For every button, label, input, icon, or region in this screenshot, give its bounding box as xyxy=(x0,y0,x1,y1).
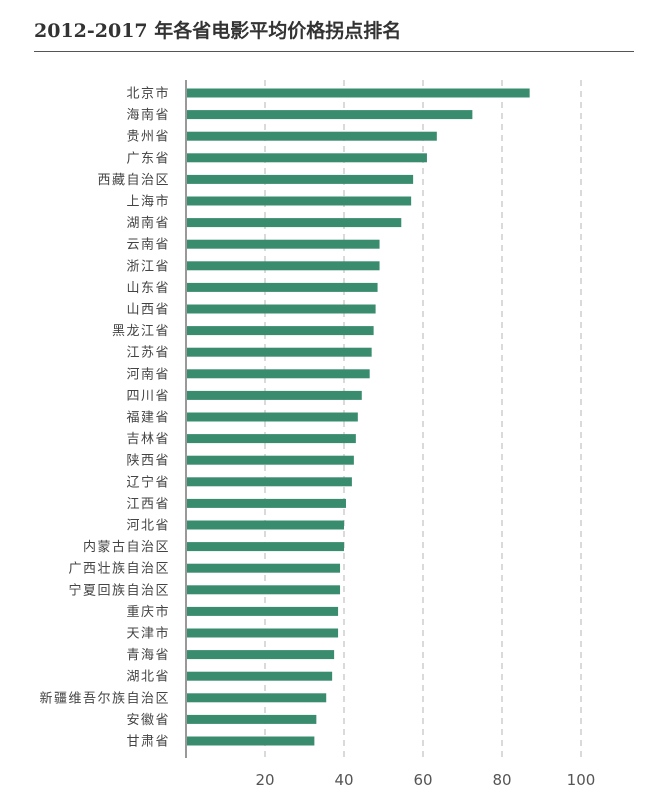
bar xyxy=(187,606,339,616)
category-label: 山东省 xyxy=(126,281,170,296)
bar xyxy=(187,110,473,120)
category-label: 北京市 xyxy=(126,86,170,102)
category-label: 河北省 xyxy=(126,519,170,534)
bar xyxy=(187,714,317,724)
category-label: 内蒙古自治区 xyxy=(83,539,170,555)
category-label: 海南省 xyxy=(126,107,170,123)
bar xyxy=(187,369,370,379)
x-tick-label: 20 xyxy=(255,771,274,789)
category-label: 天津市 xyxy=(126,626,170,642)
bar xyxy=(187,326,374,336)
bar xyxy=(187,304,376,314)
bar xyxy=(187,261,380,271)
x-tick-label: 40 xyxy=(334,771,353,789)
bar xyxy=(187,520,344,530)
chart-title: 2012-2017 年各省电影平均价格拐点排名 xyxy=(34,20,402,42)
category-label: 甘肃省 xyxy=(126,735,170,750)
category-label: 湖北省 xyxy=(126,670,170,685)
category-label: 吉林省 xyxy=(126,432,170,447)
bar xyxy=(187,239,380,249)
category-label: 浙江省 xyxy=(126,259,170,274)
category-label: 广东省 xyxy=(126,151,170,166)
bar xyxy=(187,563,341,573)
category-label: 重庆市 xyxy=(126,604,170,620)
category-label: 江苏省 xyxy=(126,345,170,361)
bar xyxy=(187,131,437,141)
bar xyxy=(187,412,358,422)
bar xyxy=(187,671,333,681)
category-label: 上海市 xyxy=(126,194,170,210)
bar xyxy=(187,693,327,703)
bar xyxy=(187,282,378,292)
bar xyxy=(187,174,414,184)
bar xyxy=(187,218,402,228)
title-divider xyxy=(34,51,634,52)
bar xyxy=(187,347,372,357)
bar xyxy=(187,477,352,487)
bar xyxy=(187,390,362,400)
bar xyxy=(187,628,339,638)
category-label: 福建省 xyxy=(126,411,170,426)
category-label: 辽宁省 xyxy=(126,474,170,490)
bar xyxy=(187,153,427,163)
category-label: 湖南省 xyxy=(126,215,170,231)
category-label: 陕西省 xyxy=(126,454,170,469)
category-label: 宁夏回族自治区 xyxy=(68,582,170,598)
category-label: 西藏自治区 xyxy=(97,173,170,188)
category-label: 河南省 xyxy=(126,366,170,382)
category-label: 广西壮族自治区 xyxy=(68,561,170,577)
bar xyxy=(187,650,335,660)
category-label: 贵州省 xyxy=(126,130,170,145)
category-label: 黑龙江省 xyxy=(112,324,170,339)
bar xyxy=(187,434,356,444)
bar xyxy=(187,542,344,552)
bar xyxy=(187,455,354,465)
category-label: 山西省 xyxy=(126,303,170,318)
x-tick-label: 60 xyxy=(413,771,432,789)
category-label: 安徽省 xyxy=(126,713,170,728)
x-tick-label: 100 xyxy=(567,771,596,789)
x-tick-label: 80 xyxy=(492,771,511,789)
bar xyxy=(187,196,412,206)
bar xyxy=(187,585,341,595)
bar xyxy=(187,736,315,746)
category-label: 新疆维吾尔族自治区 xyxy=(39,690,170,706)
bar xyxy=(187,498,346,508)
category-label: 青海省 xyxy=(126,648,170,663)
category-label: 四川省 xyxy=(126,389,170,404)
category-label: 江西省 xyxy=(126,497,170,512)
category-label: 云南省 xyxy=(126,237,170,253)
bar xyxy=(187,88,530,98)
